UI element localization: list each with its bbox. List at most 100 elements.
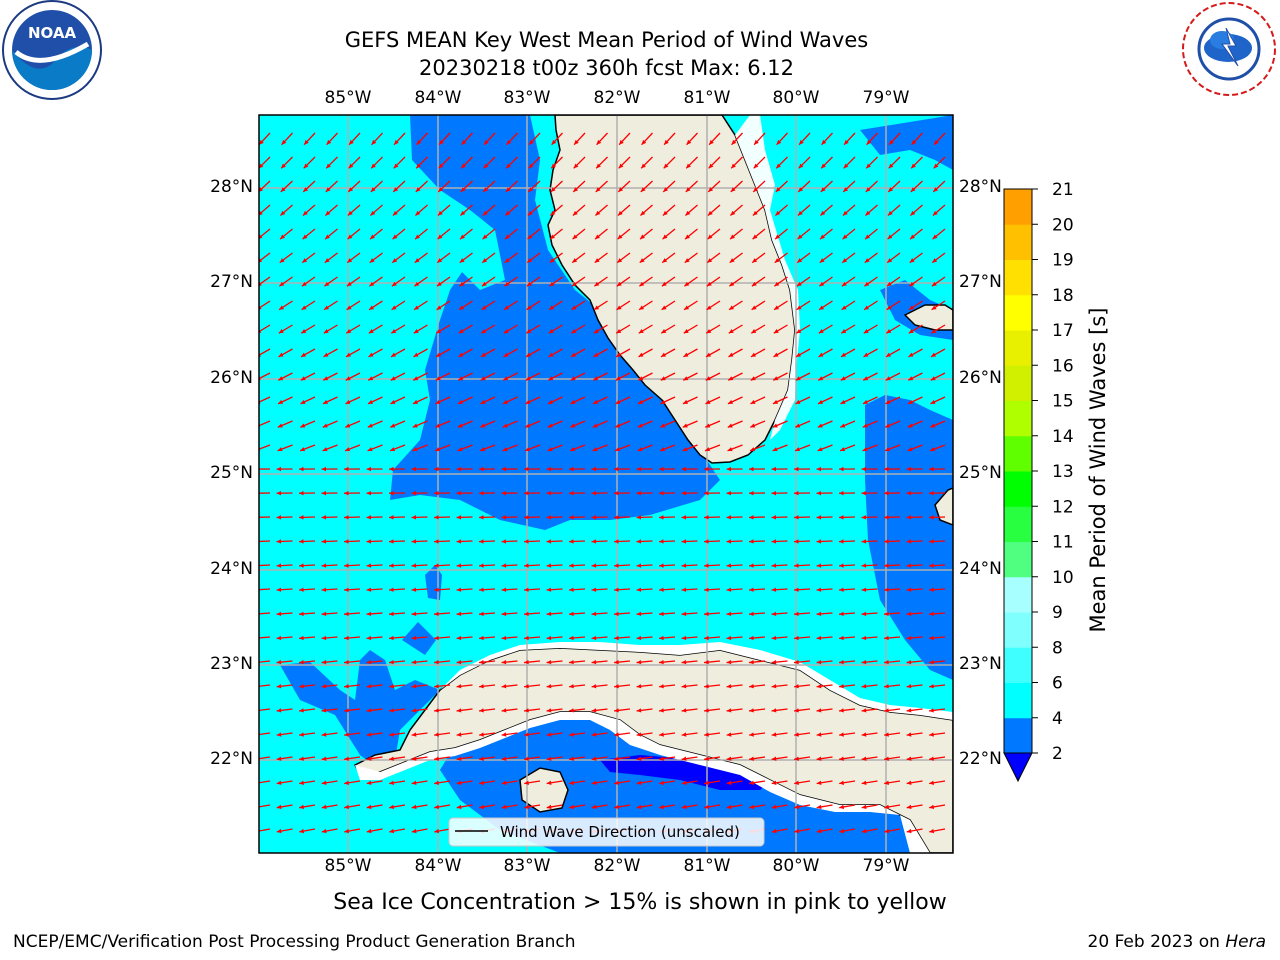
wind-arrow-head <box>411 804 417 810</box>
wind-arrow-head <box>843 163 849 169</box>
wind-arrow-head <box>887 234 893 240</box>
wind-arrow-head <box>524 780 529 785</box>
wind-arrow-head <box>728 376 734 381</box>
wind-arrow-head <box>726 515 732 520</box>
wind-arrow <box>259 780 271 784</box>
nws-logo <box>1178 0 1280 100</box>
wind-arrow-head <box>932 258 938 263</box>
wind-arrow-head <box>636 804 642 810</box>
wind-arrow-head <box>705 423 711 428</box>
wind-arrow-head <box>479 732 484 737</box>
wind-arrow-head <box>591 684 597 689</box>
wind-arrow-head <box>591 466 597 472</box>
wind-arrow-head <box>550 210 556 216</box>
wind-arrow-head <box>617 258 623 263</box>
wind-arrow-head <box>704 539 709 544</box>
wind-arrow-head <box>345 399 351 404</box>
wind-arrow-head <box>729 281 735 287</box>
wind-arrow-head <box>861 732 867 737</box>
wind-arrow-head <box>344 708 349 713</box>
wind-arrow-head <box>906 732 912 737</box>
wind-arrow-head <box>884 732 889 737</box>
wind-arrow-head <box>411 756 417 761</box>
wind-arrow-head <box>659 659 664 665</box>
wind-arrow-head <box>863 329 869 334</box>
wind-arrow-head <box>370 187 376 192</box>
wind-arrow-head <box>546 684 552 689</box>
wind-arrow-head <box>681 756 687 761</box>
bahamas-land <box>903 304 953 331</box>
wind-arrow-head <box>636 466 642 472</box>
wind-arrow-head <box>254 467 259 471</box>
wind-arrow-head <box>439 139 444 145</box>
wind-arrow-head <box>276 732 282 737</box>
wind-arrow-head <box>481 329 487 334</box>
wind-arrow-head <box>776 139 782 145</box>
wind-arrow-head <box>681 732 687 737</box>
wind-arrow-head <box>325 187 331 192</box>
wind-arrow-head <box>366 804 372 810</box>
wind-arrow-head <box>821 163 826 169</box>
wind-arrow-head <box>839 684 844 689</box>
wind-arrow-head <box>347 234 353 240</box>
wind-arrow-head <box>615 447 621 452</box>
wind-arrow-head <box>659 515 664 520</box>
wind-arrow-head <box>370 234 375 240</box>
wind-arrow-head <box>347 258 353 263</box>
wind-arrow-head <box>659 539 664 544</box>
wind-arrow-head <box>299 804 305 810</box>
wind-arrow-head <box>344 828 350 834</box>
wind-arrow-head <box>411 539 417 544</box>
wind-arrow-head <box>752 258 758 263</box>
wind-arrow-head <box>527 210 533 216</box>
wind-arrow-head <box>591 491 597 496</box>
wind-arrow-head <box>259 210 263 216</box>
wind-arrow-head <box>349 139 354 145</box>
wind-arrow-head <box>524 659 529 665</box>
wind-arrow-head <box>617 234 623 240</box>
wind-arrow-head <box>682 423 688 428</box>
wind-arrow-head <box>479 756 484 761</box>
wind-arrow-head <box>546 756 552 761</box>
wind-arrow-head <box>369 258 375 263</box>
wind-arrow-head <box>773 329 779 334</box>
wind-arrow-head <box>931 352 936 357</box>
wind-arrow-head <box>884 466 889 472</box>
colorbar-segment <box>1004 647 1032 683</box>
wind-arrow-head <box>501 659 507 665</box>
wind-arrow-head <box>546 611 552 617</box>
colorbar-tick-label: 2 <box>1052 744 1063 764</box>
wind-arrow-head <box>816 635 822 641</box>
colorbar-segment <box>1004 541 1032 578</box>
wind-arrow-head <box>458 329 464 334</box>
wind-arrow-head <box>865 187 871 192</box>
wind-arrow-head <box>569 491 574 496</box>
wind-arrow-head <box>592 399 598 404</box>
wind-arrow-head <box>794 684 799 689</box>
wind-arrow-head <box>638 329 644 334</box>
wind-arrow-head <box>525 399 531 404</box>
wind-arrow-head <box>907 423 913 428</box>
wind-arrow-head <box>502 447 508 452</box>
wind-arrow-head <box>391 352 396 357</box>
wind-arrow-head <box>615 399 621 404</box>
wind-arrow-head <box>819 281 825 287</box>
wind-arrow-head <box>501 756 507 761</box>
wind-arrow-head <box>434 708 439 713</box>
wind-arrow-head <box>884 828 890 834</box>
wind-arrow-head <box>619 139 624 145</box>
wind-arrow-head <box>749 659 754 665</box>
wind-arrow-head <box>591 515 597 520</box>
coast-nodata-cuba <box>440 642 953 720</box>
wind-arrow-head <box>708 163 714 169</box>
wind-arrow-head <box>636 732 642 737</box>
wind-arrow-head <box>389 466 394 472</box>
wind-arrow-head <box>280 210 286 216</box>
wind-arrow-head <box>906 659 912 665</box>
wind-arrow-head <box>321 515 327 520</box>
wind-arrow-head <box>435 399 441 404</box>
wind-arrow-head <box>459 305 465 310</box>
wind-arrow-head <box>771 539 777 544</box>
wind-wave-arrows <box>254 132 946 834</box>
wind-arrow-head <box>569 635 574 641</box>
